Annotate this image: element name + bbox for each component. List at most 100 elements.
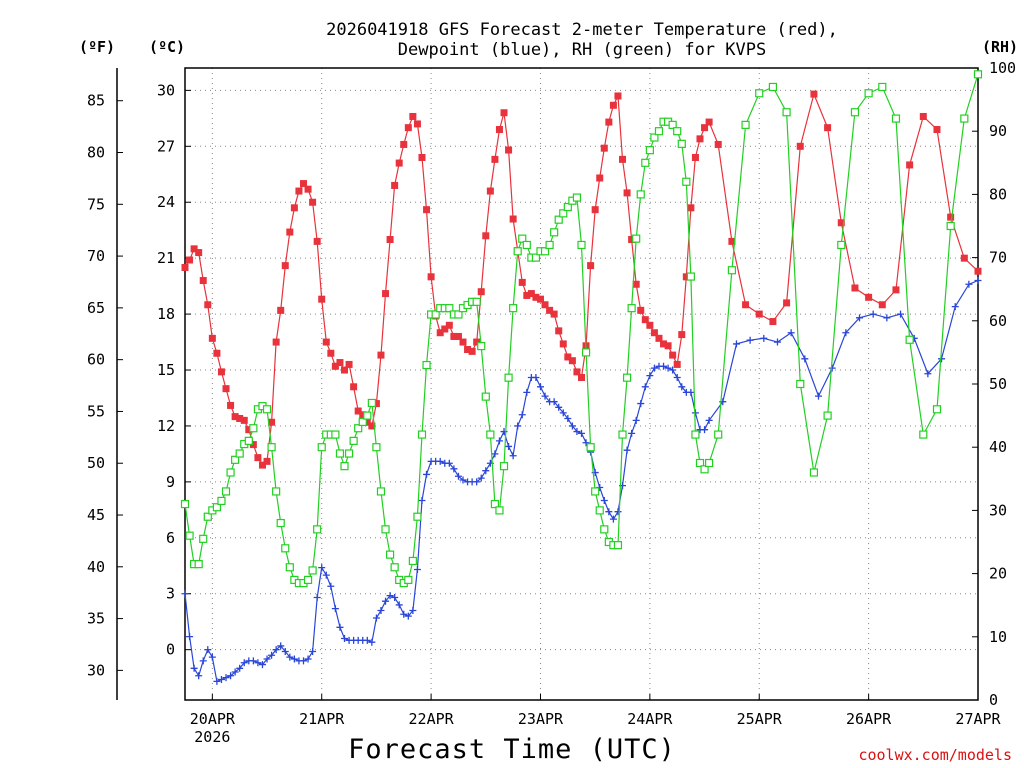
temperature-point [728,237,736,245]
dewpoint-point [382,597,390,605]
rh-point [376,487,386,496]
rh-point [199,534,208,543]
temperature-point [341,366,349,374]
dewpoint-point [514,422,522,430]
dewpoint-point [450,465,458,473]
rh-point [850,108,860,117]
temperature-point [559,340,567,348]
temperature-point [222,385,230,393]
rh-point [540,247,550,256]
dewpoint-point [299,657,307,665]
rh-point [581,348,591,357]
dewpoint-point [773,338,781,346]
rh-point [417,430,427,439]
dewpoint-point [974,277,982,285]
temperature-point [518,278,526,286]
dewpoint-point [760,334,768,342]
temperature-point [664,342,672,350]
temperature-point [564,353,572,361]
temperature-point [632,280,640,288]
temperature-point [541,301,549,309]
temperature-point [263,457,271,465]
rh-point [272,487,281,496]
temperature-point [454,332,462,340]
dewpoint-point [623,446,631,454]
rh-point [499,462,509,471]
dewpoint-point [559,409,567,417]
rh-point [641,158,650,167]
temperature-point [687,204,695,212]
temperature-point [227,401,235,409]
temperature-point [418,153,426,161]
dewpoint-point [377,607,385,615]
celsius-tick-label: 6 [166,529,175,547]
dewpoint-point [186,633,194,641]
x-tick-label: 24APR [627,710,673,728]
fahrenheit-tick-label: 85 [87,92,105,110]
rh-point [331,430,340,439]
dewpoint-point [199,657,207,665]
temperature-point [500,109,508,117]
dewpoint-point [801,355,809,363]
temperature-point [546,306,554,314]
rh-tick-label: 80 [989,185,1007,203]
temperature-point [705,118,713,126]
temperature-point [523,291,531,299]
rh-line [184,74,979,584]
x-tick-label: 25APR [737,710,783,728]
dewpoint-point [555,403,563,411]
series-group [180,70,983,685]
dewpoint-point [669,366,677,374]
rh-point [531,253,541,262]
fahrenheit-tick-label: 65 [87,299,105,317]
temperature-point [277,306,285,314]
dewpoint-point [600,497,608,505]
dewpoint-point [240,659,248,667]
dewpoint-point [263,655,271,663]
dewpoint-point [204,646,212,654]
dewpoint-point [732,340,740,348]
dewpoint-point [190,664,198,672]
rh-point [768,82,778,92]
temperature-point [213,349,221,357]
rh-tick-label: 70 [989,249,1007,267]
dewpoint-point [609,515,617,523]
temperature-point [682,273,690,281]
temperature-point [669,351,677,359]
dewpoint-point [491,450,499,458]
x-tick-label: 20APR [190,710,236,728]
temperature-point [960,254,968,262]
rh-point [782,108,791,117]
rh-point [932,405,942,414]
temperature-line [184,92,979,467]
dewpoint-point [787,329,795,337]
dewpoint-point [222,674,230,682]
dewpoint-point [568,422,576,430]
temperature-point [313,237,321,245]
temperature-point [605,118,613,126]
temperature-point [892,286,900,294]
rh-point [595,506,604,515]
temperature-point [354,407,362,415]
temperature-point [591,206,599,214]
temperature-point [195,249,203,257]
temperature-point [290,204,298,212]
rh-point [809,468,819,477]
temperature-point [532,293,540,301]
rh-point [550,228,559,237]
dewpoint-point [290,655,298,663]
celsius-tick-label: 12 [157,417,175,435]
fahrenheit-unit-label: (ºF) [79,38,115,56]
rh-point [231,455,240,464]
temperature-point [486,187,494,195]
temperature-point [423,206,431,214]
dewpoint-point [404,612,412,620]
temperature-point [482,232,490,240]
rh-point [960,114,969,123]
dewpoint-point [578,429,585,437]
dewpoint-point [249,657,257,665]
rh-point [622,373,632,382]
temperature-point [878,301,886,309]
dewpoint-point [409,607,417,615]
rh-point [408,556,417,566]
